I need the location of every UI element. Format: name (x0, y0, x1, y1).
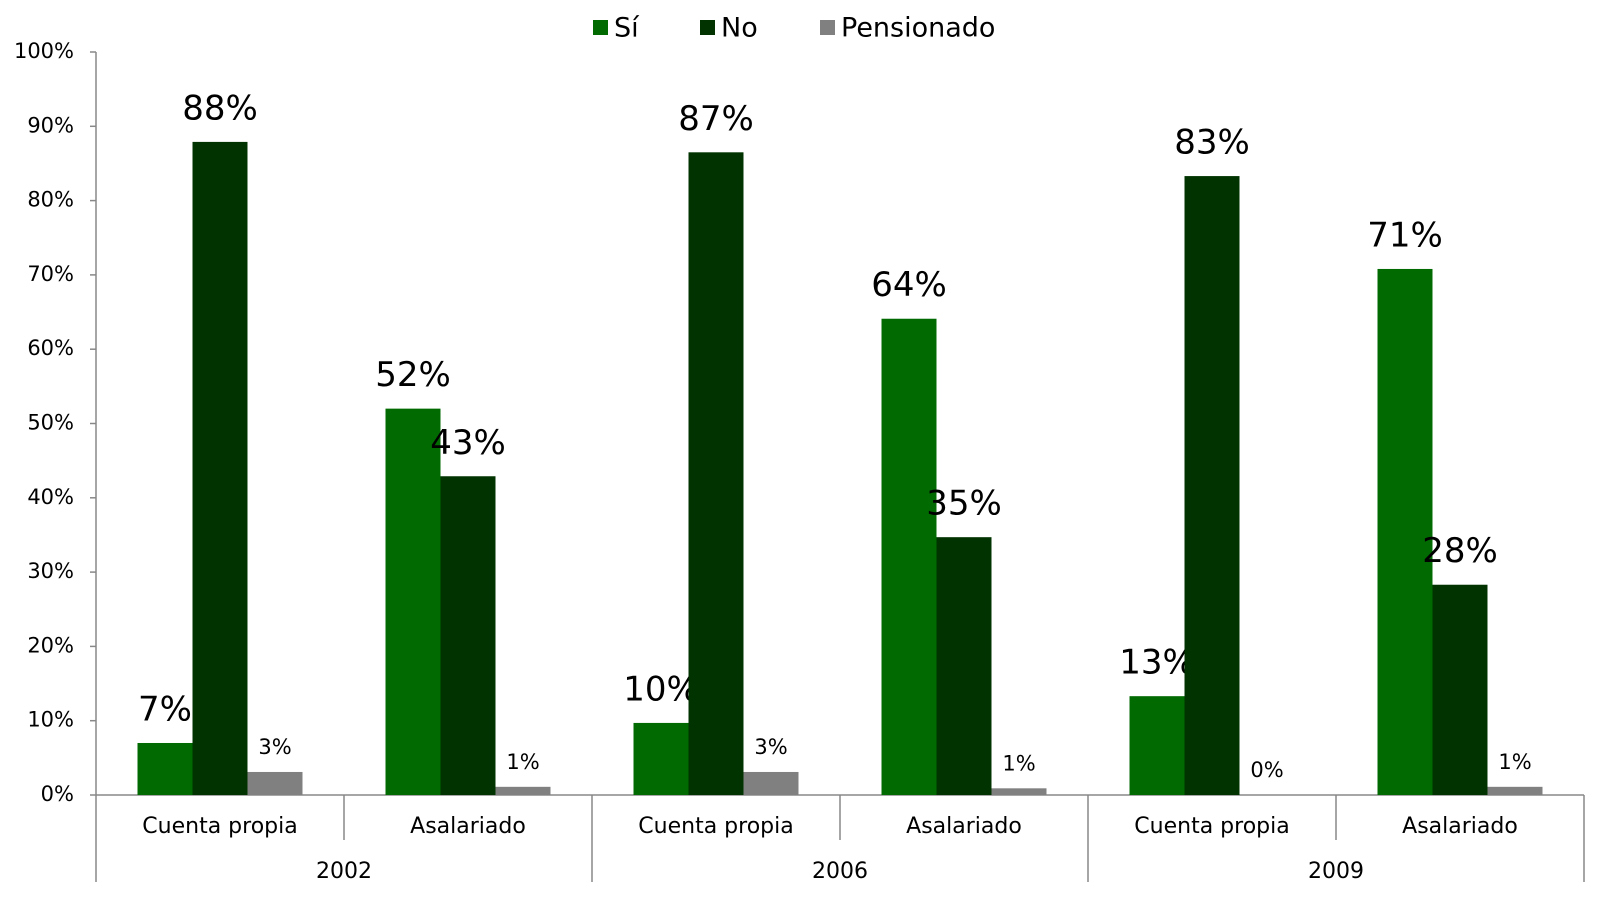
y-tick-label: 60% (27, 336, 74, 360)
bar (936, 537, 992, 795)
bar (743, 771, 799, 795)
x-tick-label: Cuenta propia (1134, 814, 1289, 839)
data-label: 7% (138, 689, 192, 729)
x-tick-label: Asalariado (1402, 814, 1518, 839)
data-label: 3% (754, 735, 787, 759)
data-label: 83% (1174, 123, 1250, 163)
y-tick-label: 30% (27, 559, 74, 583)
data-label: 0% (1250, 758, 1283, 782)
data-label: 3% (258, 735, 291, 759)
y-tick-label: 20% (27, 633, 74, 657)
data-label: 10% (623, 669, 699, 709)
legend-swatch (700, 20, 715, 35)
data-label: 13% (1119, 643, 1195, 683)
y-tick-label: 10% (27, 708, 74, 732)
group-label: 2006 (812, 859, 868, 884)
data-label: 43% (430, 423, 506, 463)
data-label: 52% (375, 355, 451, 395)
data-label: 87% (678, 99, 754, 139)
bar (633, 722, 689, 795)
y-tick-label: 70% (27, 262, 74, 286)
y-tick-label: 40% (27, 485, 74, 509)
x-tick-label: Asalariado (410, 814, 526, 839)
bar (1184, 176, 1240, 795)
bar (385, 408, 441, 795)
bar (192, 141, 248, 795)
y-tick-label: 50% (27, 411, 74, 435)
bar (991, 788, 1047, 795)
bar (688, 152, 744, 795)
y-tick-label: 100% (14, 39, 74, 63)
data-label: 88% (182, 88, 258, 128)
bar (137, 742, 193, 795)
legend-swatch (820, 20, 835, 35)
x-tick-label: Cuenta propia (142, 814, 297, 839)
data-label: 64% (871, 265, 947, 305)
legend-label: Sí (614, 13, 640, 44)
bar (1377, 268, 1433, 795)
data-label: 1% (1002, 751, 1035, 775)
x-tick-label: Cuenta propia (638, 814, 793, 839)
legend-label: Pensionado (841, 13, 995, 44)
group-label: 2002 (316, 859, 372, 884)
bar (440, 476, 496, 795)
data-label: 1% (506, 750, 539, 774)
bar (1487, 786, 1543, 795)
bar (881, 318, 937, 795)
group-label: 2009 (1308, 859, 1364, 884)
data-label: 35% (926, 484, 1002, 524)
y-tick-label: 80% (27, 188, 74, 212)
y-tick-label: 0% (41, 782, 74, 806)
data-label: 28% (1422, 531, 1498, 571)
y-tick-label: 90% (27, 113, 74, 137)
legend-swatch (593, 20, 608, 35)
legend-label: No (721, 13, 758, 44)
bar (1432, 584, 1488, 795)
bar (1129, 696, 1185, 795)
data-label: 1% (1498, 750, 1531, 774)
data-label: 71% (1367, 215, 1443, 255)
bar (495, 786, 551, 795)
x-tick-label: Asalariado (906, 814, 1022, 839)
bar (247, 771, 303, 795)
